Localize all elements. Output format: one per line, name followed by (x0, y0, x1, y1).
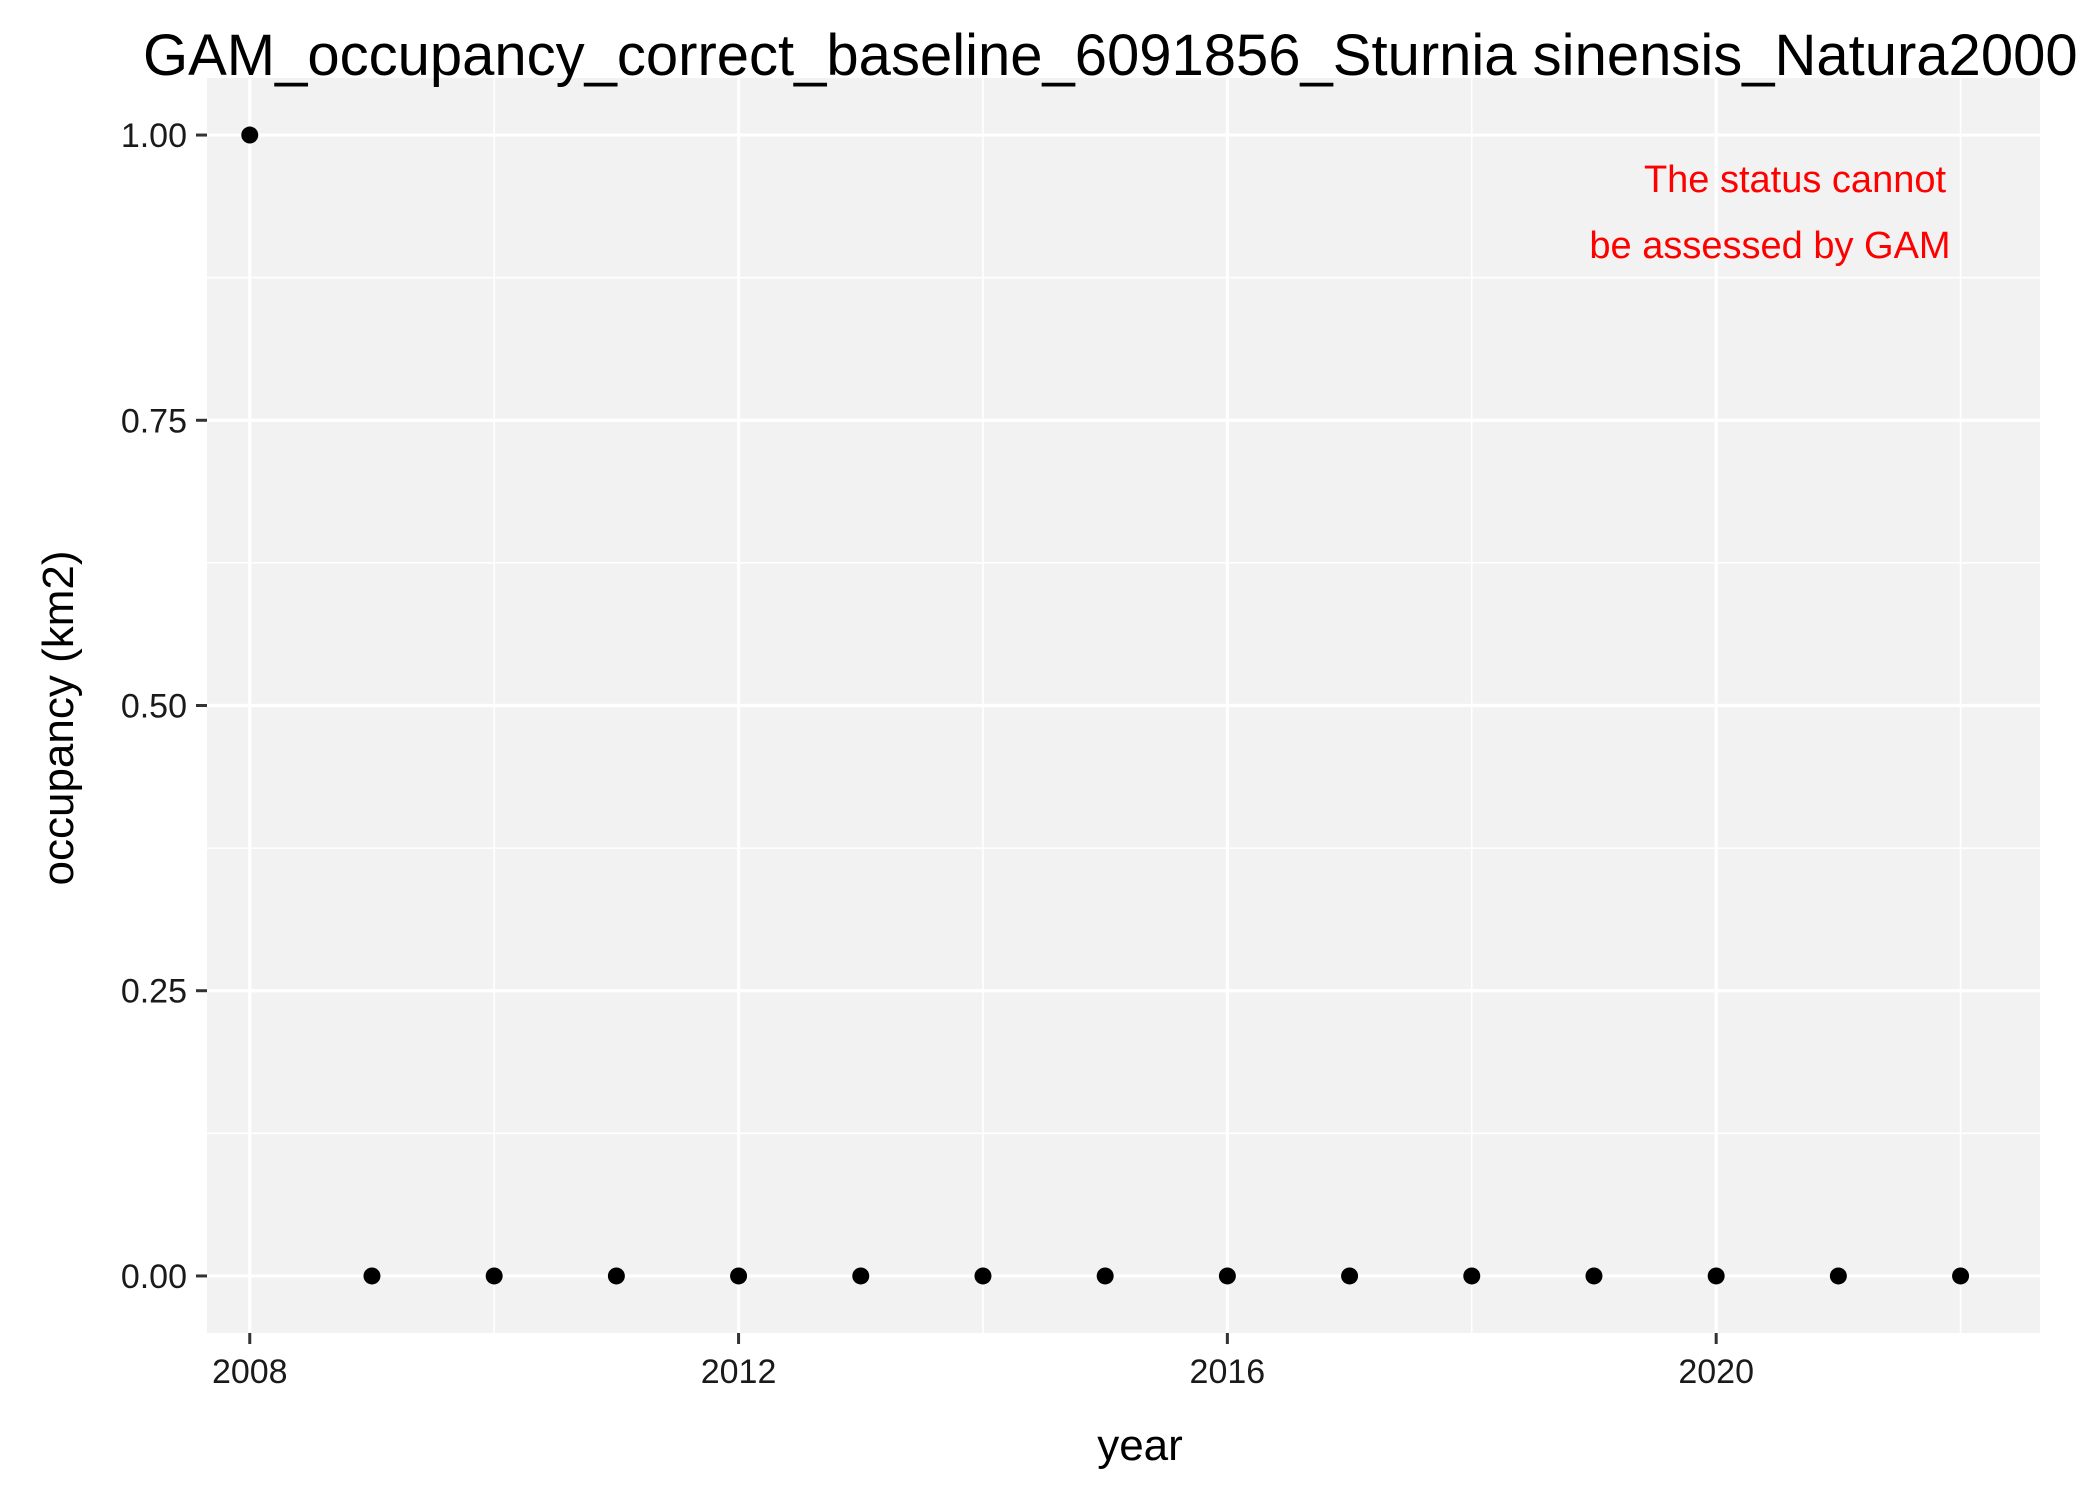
x-axis-label: year (1097, 1421, 1183, 1470)
data-point (363, 1267, 381, 1285)
annotation-line-1: The status cannot (1644, 159, 1947, 201)
data-point (730, 1267, 748, 1285)
y-axis-label: occupancy (km2) (34, 550, 83, 885)
y-tick-label: 0.50 (121, 688, 187, 726)
data-point (1463, 1267, 1481, 1285)
data-point (485, 1267, 503, 1285)
y-tick-label: 0.25 (121, 973, 187, 1011)
x-tick-label: 2016 (1190, 1353, 1266, 1391)
data-point (241, 126, 259, 144)
data-point (1829, 1267, 1847, 1285)
y-tick-label: 0.75 (121, 402, 187, 440)
x-tick-label: 2008 (212, 1353, 288, 1391)
y-tick-label: 0.00 (121, 1258, 187, 1296)
x-tick-label: 2012 (701, 1353, 777, 1391)
data-point (974, 1267, 992, 1285)
y-tick-label: 1.00 (121, 117, 187, 155)
data-point (1341, 1267, 1359, 1285)
data-point (607, 1267, 625, 1285)
data-point (1585, 1267, 1603, 1285)
chart-title: GAM_occupancy_correct_baseline_6091856_S… (143, 23, 2078, 88)
data-point (1707, 1267, 1725, 1285)
x-tick-label: 2020 (1678, 1353, 1754, 1391)
data-point (852, 1267, 870, 1285)
data-point (1218, 1267, 1236, 1285)
data-point (1952, 1267, 1970, 1285)
data-point (1096, 1267, 1114, 1285)
annotation-line-2: be assessed by GAM (1589, 225, 1950, 267)
